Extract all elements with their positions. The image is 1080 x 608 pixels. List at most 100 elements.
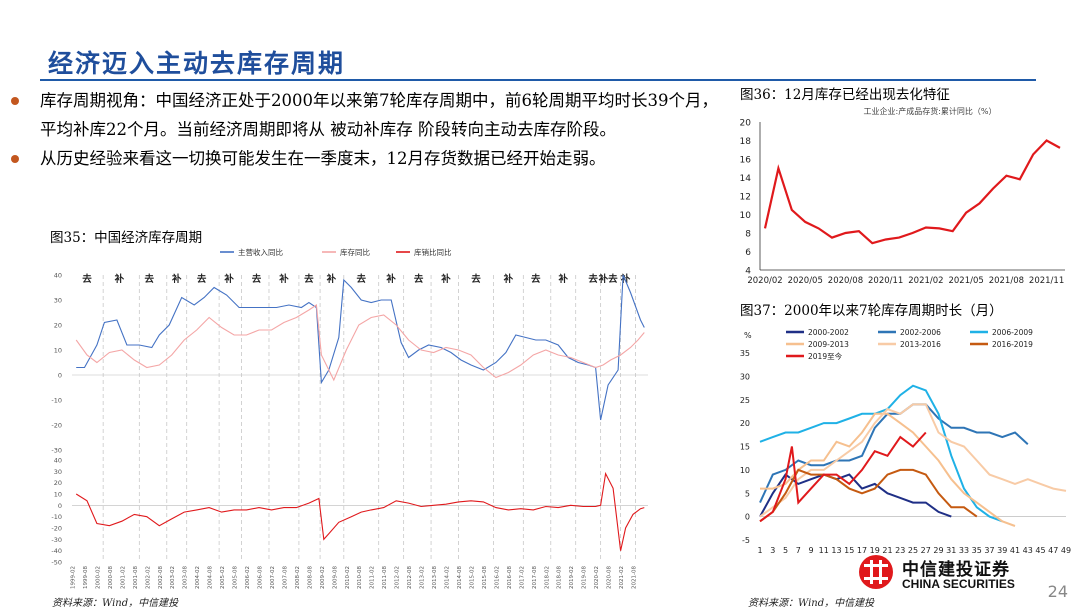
x-tick-label: 2006-02 bbox=[245, 566, 251, 589]
x-tick-label: 2009-02 bbox=[320, 566, 326, 589]
x-tick-label: 2018-08 bbox=[557, 566, 563, 589]
y-tick-label: 0 bbox=[58, 502, 62, 510]
y-tick-label: 6 bbox=[745, 248, 751, 258]
x-tick-label: 2020/11 bbox=[868, 276, 903, 286]
y-tick-label: 35 bbox=[740, 349, 750, 358]
x-tick-label: 2010-02 bbox=[345, 566, 351, 589]
x-tick-label: 2020/08 bbox=[828, 276, 863, 286]
phase-label: 补 bbox=[114, 273, 125, 285]
y-tick-label: 8 bbox=[745, 230, 751, 240]
x-tick-label: 2016-02 bbox=[494, 566, 500, 589]
x-tick-label: 2014-08 bbox=[457, 566, 463, 589]
x-tick-label: 2021-02 bbox=[619, 566, 625, 589]
x-tick-label: 2017-02 bbox=[519, 566, 525, 589]
series-line bbox=[75, 304, 645, 382]
y-tick-label: 0 bbox=[58, 372, 62, 380]
x-tick-label: 2012-02 bbox=[395, 566, 401, 589]
x-tick-label: 2013-08 bbox=[432, 566, 438, 589]
phase-label: 去 bbox=[145, 273, 155, 285]
phase-label: 去 bbox=[588, 273, 598, 285]
bullet-text: 库存周期视角：中国经济正处于2000年以来第7轮库存周期中，前6轮周期平均时长3… bbox=[40, 91, 718, 139]
x-tick-label: 2020/05 bbox=[788, 276, 823, 286]
x-tick-label: 3 bbox=[770, 546, 775, 555]
y-tick-label: -40 bbox=[51, 547, 62, 555]
series-line bbox=[759, 403, 1067, 518]
x-tick-label: 21 bbox=[882, 546, 892, 555]
legend-label: 2000-2002 bbox=[808, 328, 849, 337]
x-tick-label: 2006-08 bbox=[258, 566, 264, 589]
x-tick-label: 47 bbox=[1048, 546, 1058, 555]
x-tick-label: 2016-08 bbox=[507, 566, 513, 589]
x-tick-label: 2020-08 bbox=[607, 566, 613, 589]
y-tick-label: 0 bbox=[745, 513, 750, 522]
phase-label: 补 bbox=[278, 273, 289, 285]
x-tick-label: 15 bbox=[844, 546, 854, 555]
series-line bbox=[760, 412, 1016, 527]
legend-label: 库销比同比 bbox=[414, 247, 452, 257]
logo-text-en: CHINA SECURITIES bbox=[902, 577, 1015, 591]
x-tick-label: 2001-02 bbox=[120, 566, 126, 589]
x-tick-label: 2017-08 bbox=[532, 566, 538, 589]
phase-label: 补 bbox=[385, 273, 396, 285]
phase-label: 补 bbox=[223, 273, 234, 285]
x-tick-label: 2021-08 bbox=[632, 566, 638, 589]
y-tick-label: 15 bbox=[740, 443, 750, 452]
phase-label: 补去 bbox=[598, 273, 619, 285]
x-tick-label: 39 bbox=[997, 546, 1007, 555]
x-tick-label: 2000-02 bbox=[95, 566, 101, 589]
y-tick-label: 20 bbox=[54, 322, 62, 330]
bullet-dot bbox=[11, 97, 19, 105]
x-tick-label: 13 bbox=[831, 546, 841, 555]
x-tick-label: 2015-08 bbox=[482, 566, 488, 589]
x-tick-label: 2021/08 bbox=[989, 276, 1024, 286]
series-line bbox=[759, 468, 978, 523]
phase-label: 补 bbox=[326, 273, 337, 285]
phase-label: 去 bbox=[304, 273, 314, 285]
x-tick-label: 2001-08 bbox=[133, 566, 139, 589]
series-line bbox=[759, 403, 1029, 504]
x-tick-label: 2003-02 bbox=[170, 566, 176, 589]
logo-text-cn: 中信建投证券 bbox=[902, 560, 1010, 580]
citic-logo bbox=[859, 555, 893, 589]
y-tick-label: 30 bbox=[54, 468, 62, 476]
legend-label: 2009-2013 bbox=[808, 340, 849, 349]
x-tick-label: 27 bbox=[921, 546, 931, 555]
x-tick-label: 17 bbox=[857, 546, 867, 555]
series-line bbox=[76, 274, 645, 421]
bullet-list: 库存周期视角：中国经济正处于2000年以来第7轮库存周期中，前6轮周期平均时长3… bbox=[8, 86, 733, 173]
x-tick-label: 2008-02 bbox=[295, 566, 301, 589]
x-tick-label: 31 bbox=[946, 546, 956, 555]
y-tick-label: -20 bbox=[51, 422, 62, 430]
y-tick-label: 18 bbox=[740, 137, 752, 147]
x-tick-label: 2011-08 bbox=[382, 566, 388, 589]
x-tick-label: 2018-02 bbox=[544, 566, 550, 589]
y-tick-label: 5 bbox=[745, 489, 750, 498]
phase-label: 去 bbox=[531, 273, 541, 285]
page-title: 经济迈入主动去库存周期 bbox=[48, 49, 346, 78]
phase-label: 补 bbox=[440, 273, 451, 285]
fig37-source: 资料来源：Wind，中信建投 bbox=[748, 598, 875, 608]
page-number: 24 bbox=[1047, 582, 1068, 601]
x-tick-label: 7 bbox=[796, 546, 801, 555]
x-tick-label: 2015-02 bbox=[469, 566, 475, 589]
x-tick-label: 2004-08 bbox=[208, 566, 214, 589]
x-tick-label: 2007-02 bbox=[270, 566, 276, 589]
fig36-chart: 工业企业:产成品存货:累计同比（%） 4 6 8 10 12 14 16 18 20 2020/02… bbox=[740, 106, 1065, 286]
x-tick-label: 2002-08 bbox=[158, 566, 164, 589]
y-tick-label: 30 bbox=[54, 297, 62, 305]
y-tick-label: -20 bbox=[51, 525, 62, 533]
x-tick-label: 33 bbox=[959, 546, 969, 555]
x-tick-label: 2013-02 bbox=[420, 566, 426, 589]
x-tick-label: 2020-02 bbox=[594, 566, 600, 589]
phase-label: 去 bbox=[471, 273, 481, 285]
x-tick-label: 2009-08 bbox=[332, 566, 338, 589]
legend-label: 主营收入同比 bbox=[238, 247, 283, 257]
x-tick-label: 2011-02 bbox=[370, 566, 376, 589]
x-tick-label: 2008-08 bbox=[307, 566, 313, 589]
x-tick-label: 2019-08 bbox=[582, 566, 588, 589]
phase-label: 去 bbox=[82, 273, 92, 285]
x-tick-label: 9 bbox=[808, 546, 813, 555]
y-tick-label: -50 bbox=[51, 559, 62, 567]
legend-label: 2013-2016 bbox=[900, 340, 941, 349]
